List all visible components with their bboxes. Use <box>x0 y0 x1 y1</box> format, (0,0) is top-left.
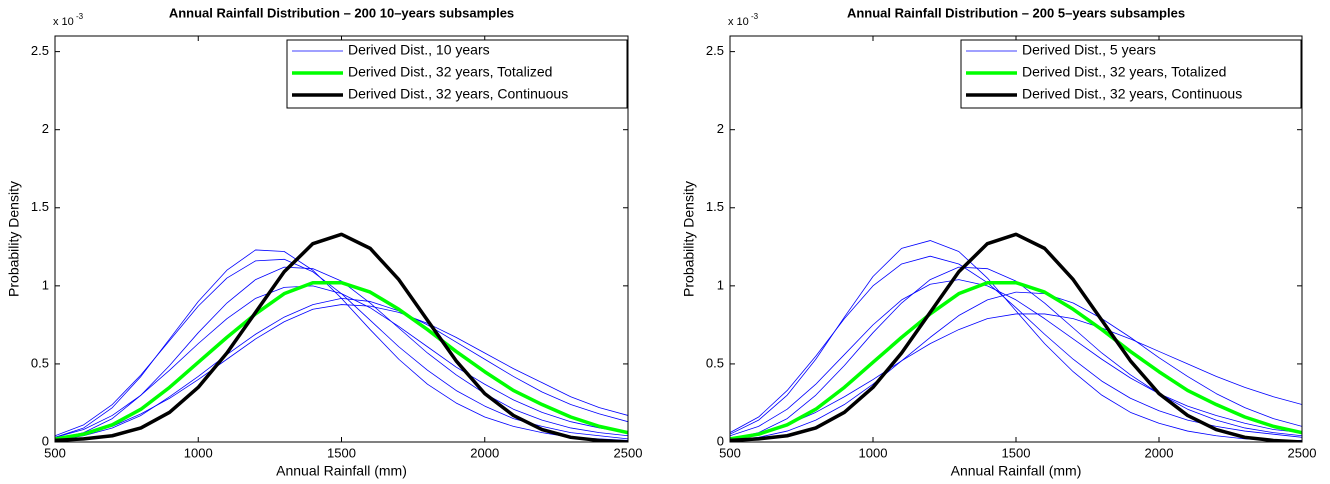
x-tick-label: 500 <box>719 445 741 460</box>
x-tick-label: 500 <box>44 445 66 460</box>
line-series <box>55 304 628 440</box>
y-tick-label: 2.5 <box>31 43 49 58</box>
legend-label: Derived Dist., 32 years, Continuous <box>1022 86 1242 102</box>
chart-title: Annual Rainfall Distribution – 200 5–yea… <box>847 5 1185 20</box>
legend-label: Derived Dist., 32 years, Totalized <box>1022 64 1226 80</box>
x-tick-label: 2000 <box>1145 445 1174 460</box>
y-tick-label: 1.5 <box>706 199 724 214</box>
x-tick-label: 1000 <box>859 445 888 460</box>
legend-box <box>286 39 628 109</box>
legend-box <box>960 39 1302 109</box>
y-scale-label: x 10 <box>728 16 749 28</box>
series-group <box>55 232 628 442</box>
line-series <box>730 291 1302 441</box>
legend-label: Derived Dist., 32 years, Totalized <box>348 64 552 80</box>
line-series <box>730 280 1302 441</box>
series-group <box>730 232 1302 442</box>
line-series <box>730 232 1302 442</box>
x-tick-label: 1000 <box>184 445 213 460</box>
line-series <box>730 279 1302 437</box>
x-axis-label: Annual Rainfall (mm) <box>951 463 1082 479</box>
x-tick-label: 2500 <box>614 445 643 460</box>
x-tick-label: 2500 <box>1288 445 1317 460</box>
y-tick-label: 2 <box>717 121 724 136</box>
legend-label: Derived Dist., 10 years <box>348 42 490 58</box>
x-tick-label: 1500 <box>327 445 356 460</box>
legend-label: Derived Dist., 5 years <box>1022 42 1156 58</box>
y-tick-label: 0.5 <box>31 355 49 370</box>
chart-title: Annual Rainfall Distribution – 200 10–ye… <box>169 5 514 20</box>
y-tick-label: 2 <box>42 121 49 136</box>
y-scale-label: x 10 <box>53 16 74 28</box>
y-tick-label: 1 <box>42 277 49 292</box>
y-scale-exponent: -3 <box>751 12 759 21</box>
line-series <box>55 280 628 441</box>
y-tick-label: 0 <box>42 433 49 448</box>
y-tick-label: 0 <box>717 433 724 448</box>
x-tick-label: 2000 <box>470 445 499 460</box>
y-tick-label: 2.5 <box>706 43 724 58</box>
y-axis-label: Probability Density <box>6 181 22 297</box>
x-axis-label: Annual Rainfall (mm) <box>276 463 407 479</box>
y-tick-label: 0.5 <box>706 355 724 370</box>
line-series <box>55 297 628 441</box>
line-series <box>730 240 1302 441</box>
y-scale-exponent: -3 <box>76 12 84 21</box>
line-series <box>55 232 628 442</box>
y-axis-label: Probability Density <box>681 181 697 297</box>
y-tick-label: 1 <box>717 277 724 292</box>
legend-label: Derived Dist., 32 years, Continuous <box>348 86 568 102</box>
line-series <box>730 313 1302 440</box>
x-tick-label: 1500 <box>1002 445 1031 460</box>
y-tick-label: 1.5 <box>31 199 49 214</box>
